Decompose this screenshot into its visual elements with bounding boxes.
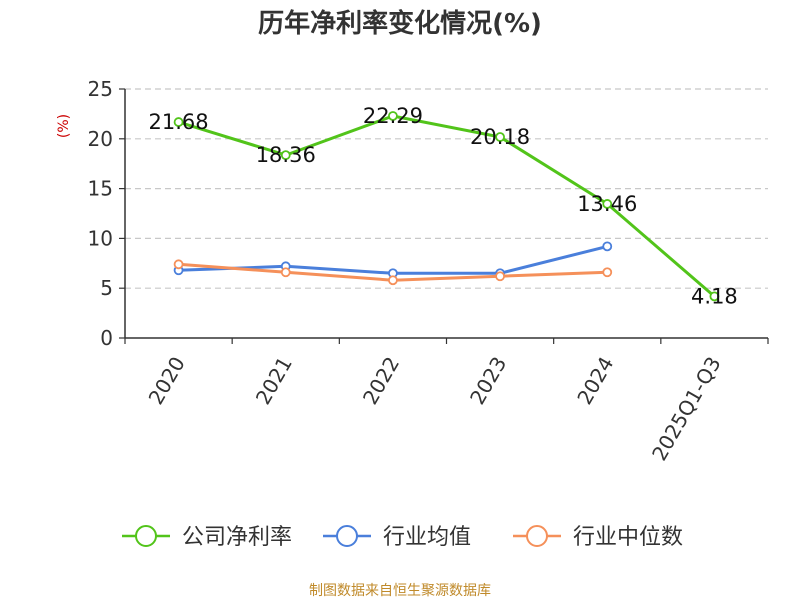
series-0-point [602,199,613,209]
x-tick-label: 2021 [251,353,297,409]
x-tick-label: 2023 [465,353,511,409]
data-label: 22.29 [363,104,423,128]
series-1-point [602,241,613,252]
legend-swatch-marker [526,525,548,547]
series-2-point [280,267,291,278]
data-label: 4.18 [691,284,738,308]
y-tick-label: 5 [100,276,113,300]
x-tick-label: 2020 [144,353,190,409]
legend-label: 公司净利率 [182,525,292,550]
legend[interactable]: 公司净利率 行业均值 行业中位数 [122,525,683,550]
series-0-point [709,291,720,302]
y-tick-label: 15 [88,177,113,201]
data-label: 20.18 [470,125,530,149]
series-line-0 [178,114,716,298]
series-2-point [388,275,398,286]
y-tick-label: 10 [88,226,113,250]
series-0-point [388,111,398,121]
y-tick-label: 25 [88,77,113,101]
data-label: 21.68 [149,110,209,134]
data-label: 18.36 [256,143,316,167]
data-labels: 21.68 18.36 22.29 20.18 13.46 4.18 [149,104,738,308]
legend-swatch-marker [336,525,358,547]
series-0-point [173,117,184,127]
legend-item-1[interactable]: 行业均值 [323,525,471,550]
legend-label: 行业中位数 [573,525,683,550]
x-tick-label: 2024 [572,353,618,409]
series-2-point [495,271,505,282]
legend-item-2[interactable]: 行业中位数 [513,525,683,550]
legend-swatch-marker [135,525,157,547]
data-label: 13.46 [577,192,637,216]
source-note: 制图数据来自恒生聚源数据库 [309,583,491,599]
series-2-point [602,267,613,278]
x-tick-label: 2025Q1-Q3 [647,353,726,465]
series-0-point [280,150,291,161]
series-0-point [495,132,505,142]
y-axis-label: (%) [56,114,72,138]
y-tick-label: 0 [100,326,113,350]
legend-label: 行业均值 [383,525,471,550]
series-2-point [173,259,184,270]
grid [125,88,768,289]
series-layer [173,111,720,302]
y-tick-label: 20 [88,127,113,151]
x-tick-label: 2022 [358,353,404,409]
chart-title: 历年净利率变化情况(%) [258,8,542,39]
legend-item-0[interactable]: 公司净利率 [122,525,292,550]
